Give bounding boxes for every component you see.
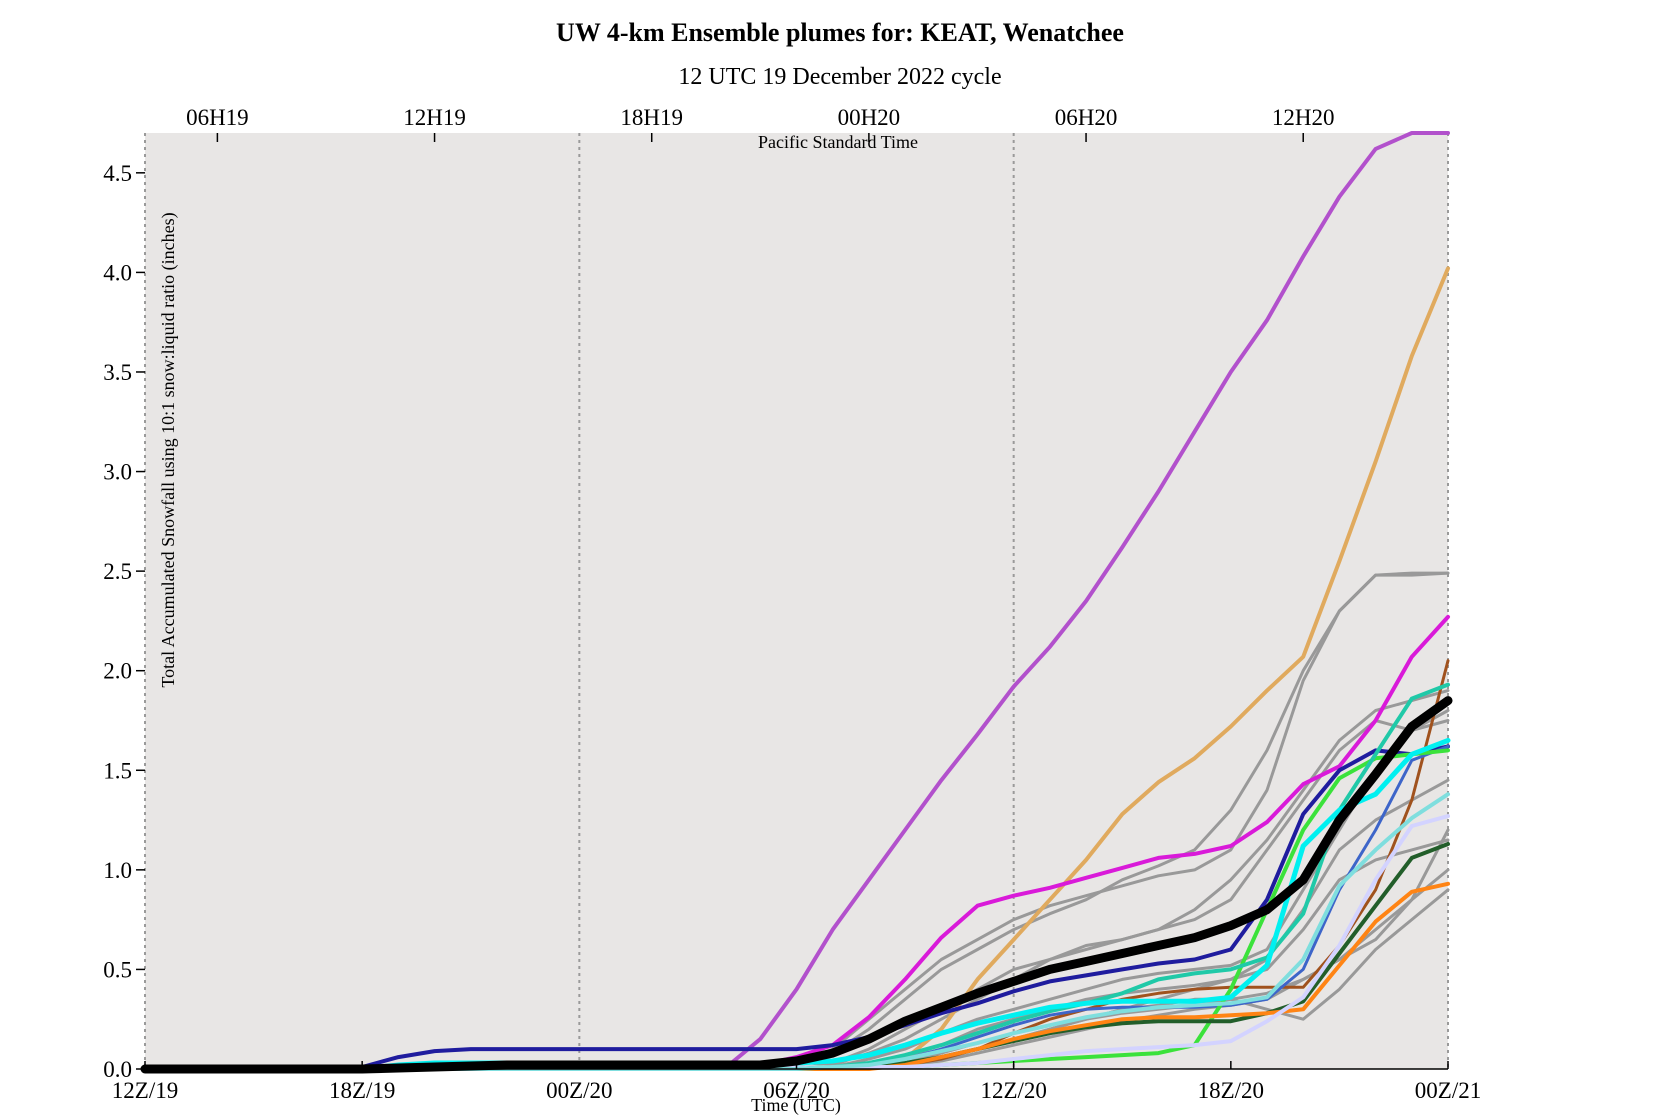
x-tick-label-1: 18Z/19	[329, 1078, 395, 1103]
y-tick-label-1: 0.5	[103, 957, 132, 982]
top-tick-label-5: 12H20	[1272, 105, 1335, 130]
x-tick-label-3: 06Z/20	[763, 1078, 829, 1103]
series-lavender	[143, 814, 1450, 1071]
top-tick-label-0: 06H19	[186, 105, 249, 130]
series-orchid	[143, 131, 1450, 1071]
top-axis-ticks: 06H19 12H19 18H19 00H20 06H20 12H20	[186, 105, 1335, 142]
x-tick-label-2: 00Z/20	[546, 1078, 612, 1103]
top-tick-label-1: 12H19	[403, 105, 466, 130]
series-gray-4	[143, 719, 1450, 1071]
y-tick-label-0: 0.0	[103, 1057, 132, 1082]
x-tick-label-4: 12Z/20	[980, 1078, 1046, 1103]
dashed-gridlines	[144, 133, 1449, 1069]
y-axis-ticks: 0.0 0.5 1.0 1.5 2.0 2.5 3.0 3.5 4.0 4.5	[103, 161, 145, 1082]
x-axis-label: Time (UTC)	[751, 1095, 841, 1115]
x-axis-ticks: 12Z/19 18Z/19 00Z/20 06Z/20 12Z/20 18Z/20 00Z/…	[112, 1061, 1481, 1103]
y-tick-label-5: 2.5	[103, 559, 132, 584]
x-tick-label-0: 12Z/19	[112, 1078, 178, 1103]
chart-title: UW 4-km Ensemble plumes for: KEAT, Wenat…	[556, 18, 1124, 47]
y-tick-label-7: 3.5	[103, 360, 132, 385]
series-gray-3	[143, 689, 1450, 1071]
y-tick-label-9: 4.5	[103, 161, 132, 186]
top-tick-label-3: 00H20	[838, 105, 901, 130]
y-tick-label-6: 3.0	[103, 460, 132, 485]
series-gray-5	[143, 709, 1450, 1071]
series-magenta	[143, 614, 1450, 1071]
x-tick-label-6: 00Z/21	[1415, 1078, 1481, 1103]
series-gray-1	[143, 571, 1450, 1071]
chart-subtitle: 12 UTC 19 December 2022 cycle	[678, 64, 1002, 90]
y-axis-label: Total Accumulated Snowfall using 10:1 sn…	[158, 212, 179, 687]
series-orange	[143, 881, 1450, 1071]
plot-background	[145, 133, 1448, 1069]
y-tick-label-4: 2.0	[103, 659, 132, 684]
top-tick-label-4: 06H20	[1055, 105, 1118, 130]
y-tick-label-3: 1.5	[103, 758, 132, 783]
x-tick-label-5: 18Z/20	[1198, 1078, 1264, 1103]
y-tick-label-2: 1.0	[103, 858, 132, 883]
series-paleturquoise	[143, 792, 1450, 1071]
series-layer	[140, 131, 1453, 1074]
top-tick-label-2: 18H19	[620, 105, 683, 130]
y-tick-label-8: 4.0	[103, 260, 132, 285]
series-ensemble-mean	[140, 696, 1453, 1074]
top-axis-label: Pacific Standard Time	[758, 132, 918, 152]
